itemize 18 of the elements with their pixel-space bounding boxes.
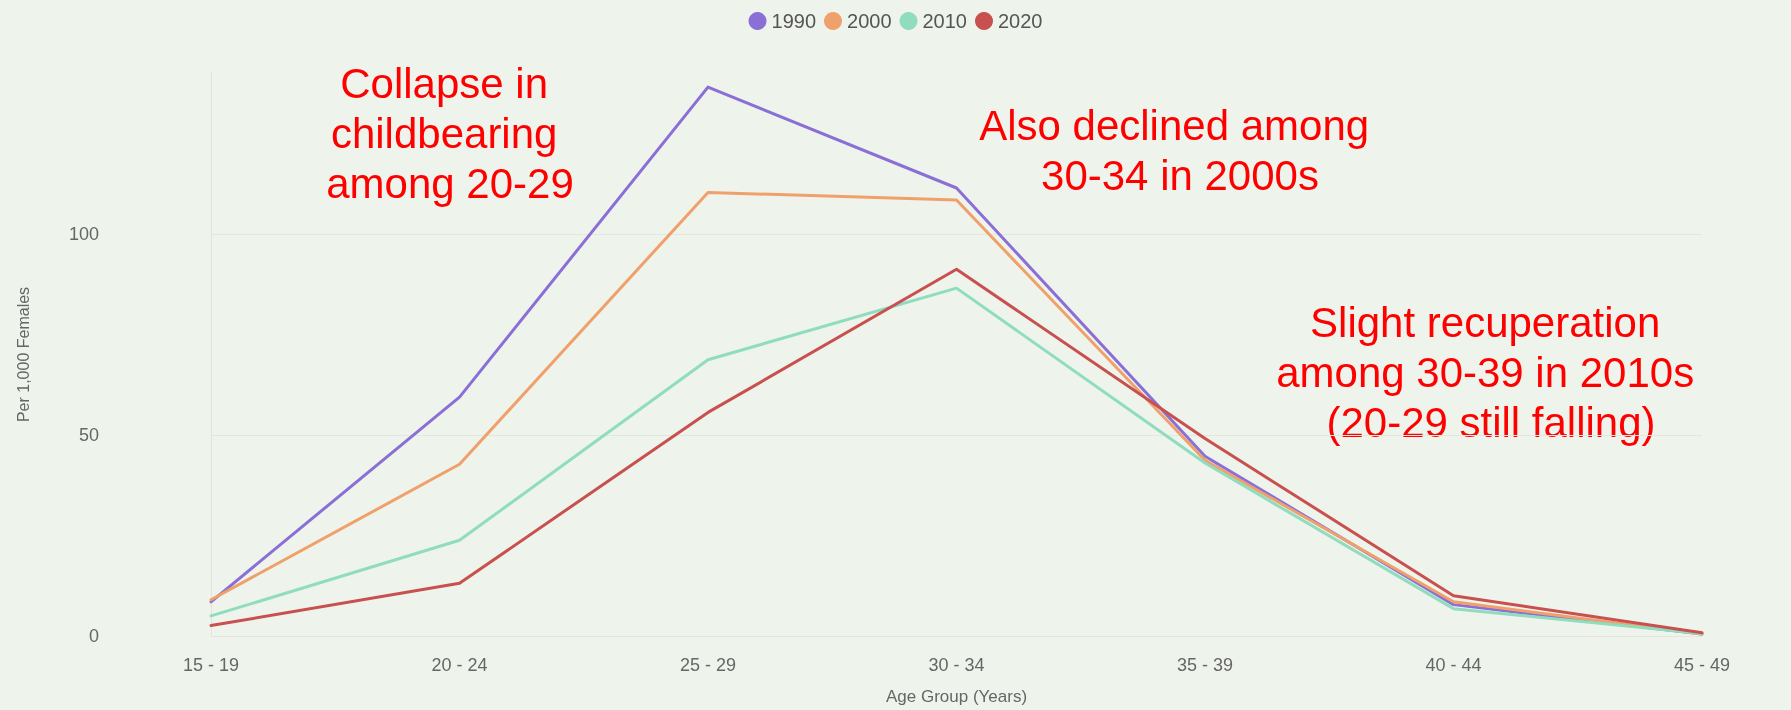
x-tick-label: 45 - 49 bbox=[1673, 655, 1731, 675]
legend-label: 2010 bbox=[922, 10, 967, 32]
legend-label: 2020 bbox=[997, 10, 1043, 32]
y-tick-label: 50 bbox=[78, 424, 99, 445]
legend-label: 1990 bbox=[771, 10, 817, 32]
x-tick-label: 40 - 44 bbox=[1425, 655, 1482, 675]
x-tick-label: 20 - 24 bbox=[431, 655, 488, 675]
y-tick-label: 0 bbox=[88, 626, 99, 646]
x-axis-title: Age Group (Years) bbox=[885, 687, 1028, 706]
x-tick-label: 25 - 29 bbox=[679, 655, 737, 675]
y-tick-label: 100 bbox=[68, 223, 99, 244]
x-tick-label: 30 - 34 bbox=[928, 655, 985, 675]
annotation: Collapse in childbearing among 20-29 bbox=[326, 59, 574, 207]
legend-label: 2000 bbox=[847, 10, 892, 32]
x-tick-label: 15 - 19 bbox=[182, 655, 240, 675]
annotation: Also declined among 30-34 in 2000s bbox=[979, 101, 1381, 199]
x-tick-label: 35 - 39 bbox=[1176, 655, 1234, 675]
y-axis-title: Per 1,000 Females bbox=[14, 286, 32, 423]
